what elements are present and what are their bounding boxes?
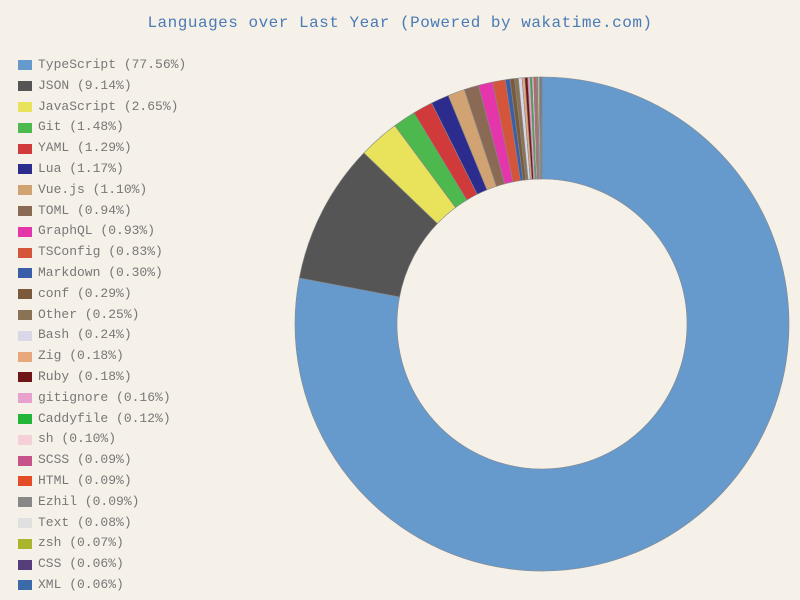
legend-label: zsh (0.07%) [38,533,124,554]
legend-item: YAML (1.29%) [18,138,186,159]
legend-swatch [18,268,32,278]
legend-swatch [18,497,32,507]
legend-label: JavaScript (2.65%) [38,97,178,118]
legend-swatch [18,310,32,320]
legend-label: Markdown (0.30%) [38,263,163,284]
legend-swatch [18,393,32,403]
legend-swatch [18,60,32,70]
legend-item: gitignore (0.16%) [18,388,186,409]
legend-item: Bash (0.24%) [18,325,186,346]
legend-swatch [18,352,32,362]
legend-swatch [18,248,32,258]
legend-label: XML (0.06%) [38,575,124,596]
legend-label: TOML (0.94%) [38,201,132,222]
legend-swatch [18,102,32,112]
legend-label: TypeScript (77.56%) [38,55,186,76]
legend-item: zsh (0.07%) [18,533,186,554]
legend-item: Text (0.08%) [18,513,186,534]
legend-label: Text (0.08%) [38,513,132,534]
legend-swatch [18,227,32,237]
legend-swatch [18,456,32,466]
donut-chart [280,72,800,582]
legend-label: sh (0.10%) [38,429,116,450]
legend-label: Git (1.48%) [38,117,124,138]
legend-item: Git (1.48%) [18,117,186,138]
legend-item: conf (0.29%) [18,284,186,305]
legend-item: TypeScript (77.56%) [18,55,186,76]
legend-item: Markdown (0.30%) [18,263,186,284]
legend-item: Ezhil (0.09%) [18,492,186,513]
legend-label: gitignore (0.16%) [38,388,171,409]
chart-title: Languages over Last Year (Powered by wak… [0,0,800,32]
legend-label: Bash (0.24%) [38,325,132,346]
legend-item: Zig (0.18%) [18,346,186,367]
legend: TypeScript (77.56%)JSON (9.14%)JavaScrip… [18,55,186,596]
legend-item: JavaScript (2.65%) [18,97,186,118]
legend-item: XML (0.06%) [18,575,186,596]
legend-swatch [18,372,32,382]
legend-label: JSON (9.14%) [38,76,132,97]
legend-item: sh (0.10%) [18,429,186,450]
legend-item: Ruby (0.18%) [18,367,186,388]
legend-label: Caddyfile (0.12%) [38,409,171,430]
legend-swatch [18,164,32,174]
legend-item: Lua (1.17%) [18,159,186,180]
legend-swatch [18,476,32,486]
legend-label: SCSS (0.09%) [38,450,132,471]
legend-label: GraphQL (0.93%) [38,221,155,242]
legend-item: SCSS (0.09%) [18,450,186,471]
legend-label: HTML (0.09%) [38,471,132,492]
legend-label: Lua (1.17%) [38,159,124,180]
legend-swatch [18,185,32,195]
legend-swatch [18,331,32,341]
legend-label: Ezhil (0.09%) [38,492,139,513]
legend-item: Vue.js (1.10%) [18,180,186,201]
donut-slice [541,77,542,179]
legend-swatch [18,123,32,133]
legend-swatch [18,435,32,445]
legend-item: TOML (0.94%) [18,201,186,222]
legend-label: YAML (1.29%) [38,138,132,159]
legend-label: conf (0.29%) [38,284,132,305]
legend-item: Caddyfile (0.12%) [18,409,186,430]
legend-label: Ruby (0.18%) [38,367,132,388]
legend-item: TSConfig (0.83%) [18,242,186,263]
legend-label: Vue.js (1.10%) [38,180,147,201]
legend-swatch [18,518,32,528]
legend-item: Other (0.25%) [18,305,186,326]
legend-item: GraphQL (0.93%) [18,221,186,242]
legend-swatch [18,144,32,154]
legend-swatch [18,414,32,424]
legend-item: HTML (0.09%) [18,471,186,492]
legend-swatch [18,560,32,570]
legend-label: Zig (0.18%) [38,346,124,367]
legend-swatch [18,580,32,590]
legend-swatch [18,206,32,216]
legend-item: CSS (0.06%) [18,554,186,575]
legend-label: Other (0.25%) [38,305,139,326]
legend-label: CSS (0.06%) [38,554,124,575]
legend-label: TSConfig (0.83%) [38,242,163,263]
legend-swatch [18,81,32,91]
legend-item: JSON (9.14%) [18,76,186,97]
legend-swatch [18,539,32,549]
legend-swatch [18,289,32,299]
